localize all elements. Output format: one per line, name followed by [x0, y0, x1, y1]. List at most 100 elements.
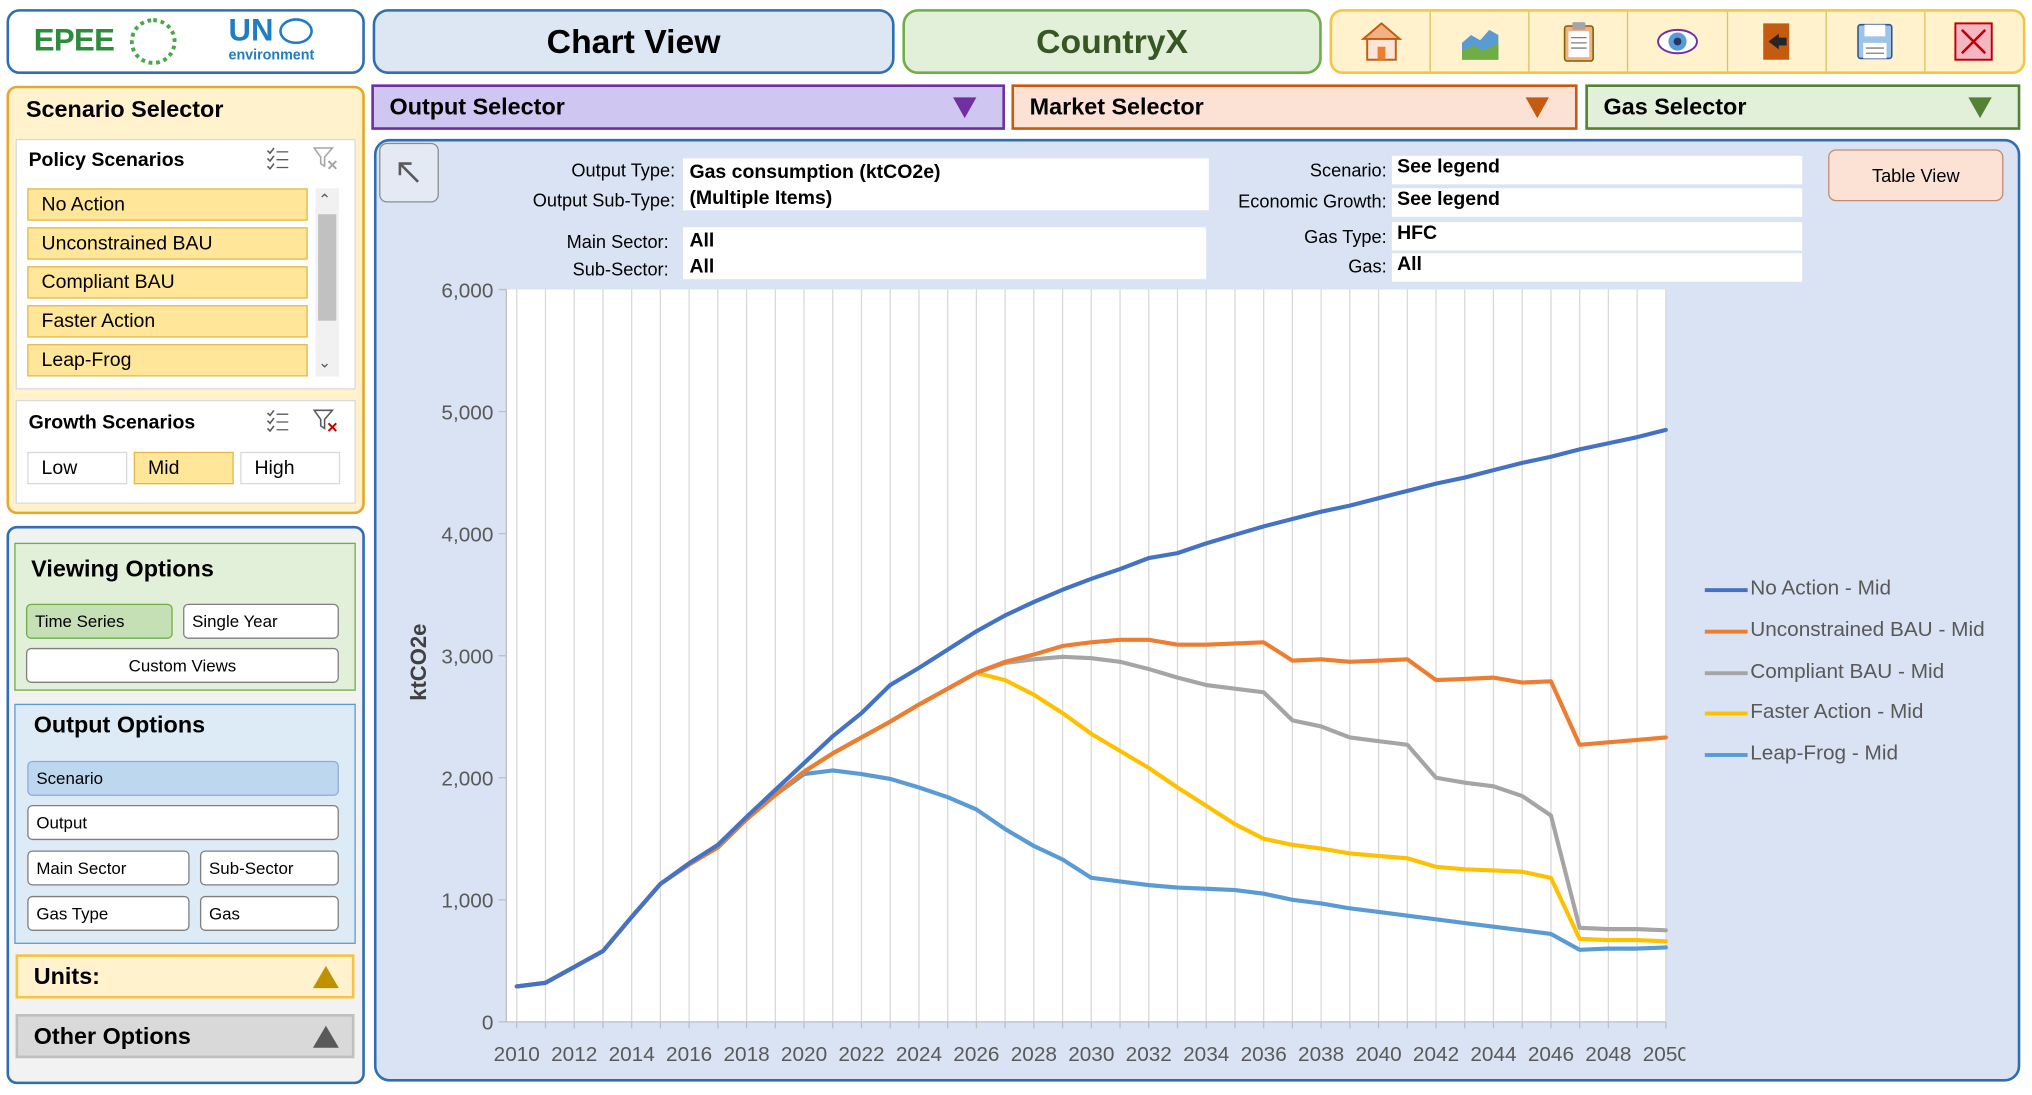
output-option-sub-sector[interactable]: Sub-Sector — [199, 850, 339, 886]
output-option-scenario[interactable]: Scenario — [27, 760, 339, 796]
scroll-down-icon[interactable]: ⌄ — [318, 353, 332, 372]
epee-logo: EPEE — [33, 23, 115, 59]
eye-icon — [1657, 28, 1698, 55]
economic-growth-value: See legend — [1391, 188, 1803, 217]
clear-filter-icon[interactable] — [312, 408, 338, 434]
legend-item-unconstrained-bau: Unconstrained BAU - Mid — [1704, 619, 1985, 642]
gas-type-label: Gas Type: — [1304, 225, 1387, 247]
save-button[interactable] — [1826, 11, 1926, 72]
exit-door-icon — [1763, 23, 1790, 60]
growth-item-high[interactable]: High — [240, 451, 341, 485]
time-series-button[interactable]: Time Series — [25, 603, 173, 639]
chart-view-button[interactable] — [1431, 11, 1530, 72]
growth-item-mid[interactable]: Mid — [133, 451, 234, 485]
sub-sector-value: All — [689, 255, 715, 278]
output-option-output[interactable]: Output — [27, 805, 339, 841]
gas-label: Gas: — [1348, 255, 1387, 277]
gas-selector[interactable]: Gas Selector — [1585, 84, 2021, 130]
scroll-up-icon[interactable]: ⌃ — [318, 190, 332, 210]
legend-item-no-action: No Action - Mid — [1704, 577, 1892, 601]
legend-label: Compliant BAU - Mid — [1750, 660, 1945, 683]
economic-growth-label: Economic Growth: — [1238, 190, 1387, 212]
output-option-main-sector[interactable]: Main Sector — [27, 850, 190, 886]
home-icon — [1360, 22, 1402, 61]
market-selector-label: Market Selector — [1029, 93, 1204, 120]
units-section-toggle[interactable]: Units: — [15, 954, 355, 999]
legend-item-faster-action: Faster Action - Mid — [1704, 701, 1923, 724]
scenario-label: Scenario: — [1309, 159, 1387, 181]
scenario-selector-title: Scenario Selector — [25, 96, 224, 123]
output-option-gas[interactable]: Gas — [199, 895, 339, 931]
legend-label: No Action - Mid — [1750, 577, 1892, 600]
series-line-no-action-mid — [514, 427, 1668, 989]
scrollbar-thumb[interactable] — [318, 214, 337, 321]
view-button[interactable] — [1629, 11, 1728, 72]
multi-select-icon[interactable] — [265, 145, 291, 171]
clipboard-icon — [1563, 22, 1594, 62]
back-button[interactable] — [379, 142, 439, 203]
legend-label: Leap-Frog - Mid — [1750, 742, 1899, 765]
report-button[interactable] — [1530, 11, 1629, 72]
sector-box — [682, 227, 1207, 280]
x-tick-label: 2026 — [953, 1043, 999, 1066]
output-type-label: Output Type: — [571, 159, 676, 181]
gas-selector-label: Gas Selector — [1603, 93, 1747, 120]
gas-value: All — [1391, 253, 1803, 282]
home-button[interactable] — [1332, 11, 1432, 72]
legend-swatch — [1704, 752, 1748, 757]
x-tick-label: 2020 — [781, 1043, 827, 1066]
policy-item-faster-action[interactable]: Faster Action — [27, 305, 308, 338]
y-axis-label: ktCO2e — [406, 624, 431, 701]
legend-swatch — [1704, 710, 1748, 715]
single-year-button[interactable]: Single Year — [183, 603, 339, 639]
un-logo-subtitle: environment — [228, 48, 315, 64]
policy-item-leap-frog[interactable]: Leap-Frog — [27, 344, 308, 377]
growth-item-low[interactable]: Low — [27, 451, 128, 485]
exit-button[interactable] — [1728, 11, 1827, 72]
chart-series — [514, 427, 1668, 989]
close-icon — [1954, 22, 1994, 61]
y-tick-label: 5,000 — [441, 401, 493, 424]
x-tick-label: 2032 — [1126, 1043, 1172, 1066]
output-type-box — [682, 158, 1209, 211]
multi-select-icon[interactable] — [265, 408, 291, 434]
output-option-gas-type[interactable]: Gas Type — [27, 895, 190, 931]
y-tick-label: 4,000 — [441, 523, 493, 546]
policy-item-no-action[interactable]: No Action — [27, 188, 308, 221]
y-tick-label: 3,000 — [441, 645, 493, 668]
x-tick-label: 2030 — [1068, 1043, 1114, 1066]
sub-sector-label: Sub-Sector: — [572, 258, 669, 280]
plot-area — [506, 289, 1666, 1022]
x-tick-label: 2010 — [494, 1043, 540, 1066]
output-options-title: Output Options — [33, 711, 206, 738]
table-view-button[interactable]: Table View — [1828, 149, 2004, 202]
output-selector[interactable]: Output Selector — [371, 84, 1005, 130]
arrow-up-left-icon — [398, 162, 420, 183]
x-tick-label: 2016 — [666, 1043, 712, 1066]
output-subtype-value: (Multiple Items) — [689, 186, 833, 210]
custom-views-button[interactable]: Custom Views — [25, 647, 339, 683]
x-tick-label: 2038 — [1298, 1043, 1344, 1066]
x-tick-label: 2012 — [551, 1043, 597, 1066]
x-tick-label: 2048 — [1585, 1043, 1631, 1066]
market-selector[interactable]: Market Selector — [1011, 84, 1578, 130]
legend-label: Unconstrained BAU - Mid — [1750, 619, 1985, 642]
x-tick-label: 2034 — [1183, 1043, 1229, 1066]
x-tick-label: 2050 — [1643, 1043, 1686, 1066]
units-label: Units: — [33, 962, 100, 989]
clear-filter-icon[interactable] — [312, 145, 338, 171]
legend-swatch — [1704, 670, 1748, 675]
y-tick-label: 0 — [482, 1012, 494, 1035]
policy-item-compliant-bau[interactable]: Compliant BAU — [27, 266, 308, 299]
gas-type-value: HFC — [1391, 222, 1803, 251]
scenario-value: See legend — [1391, 155, 1803, 185]
save-icon — [1857, 23, 1893, 60]
policy-item-unconstrained-bau[interactable]: Unconstrained BAU — [27, 227, 308, 260]
close-button[interactable] — [1925, 12, 2023, 72]
country-name: CountryX — [902, 9, 1322, 75]
x-tick-label: 2044 — [1470, 1043, 1516, 1066]
other-options-toggle[interactable]: Other Options — [15, 1014, 355, 1059]
expand-arrow-icon — [312, 1025, 339, 1048]
y-tick-label: 1,000 — [441, 890, 493, 913]
main-sector-value: All — [689, 229, 715, 252]
